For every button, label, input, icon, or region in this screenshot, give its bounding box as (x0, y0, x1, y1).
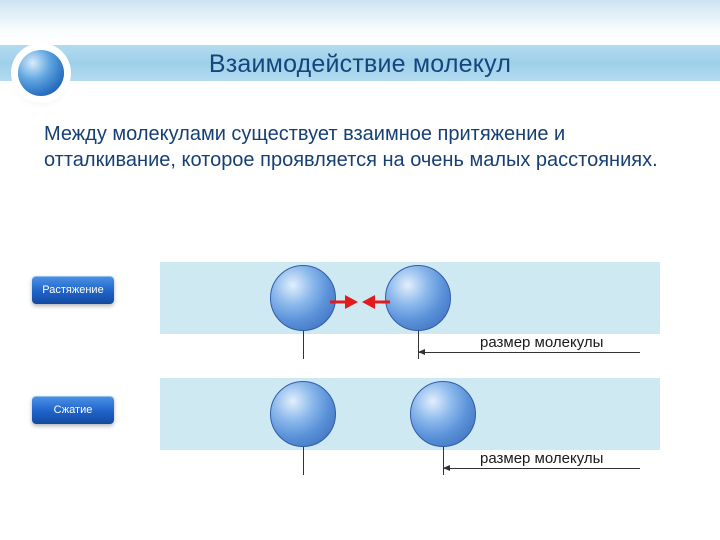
arrow-left-icon (362, 294, 390, 310)
stretch-button[interactable]: Растяжение (32, 276, 114, 304)
page-title: Взаимодействие молекул (0, 50, 720, 79)
intro-text: Между молекулами существует взаимное при… (44, 122, 676, 173)
molecule-right (410, 381, 476, 447)
diagram-row-compress: размер молекулы (160, 378, 660, 450)
dimension-label: размер молекулы (480, 450, 603, 467)
compress-button[interactable]: Сжатие (32, 396, 114, 424)
dimension-label: размер молекулы (480, 334, 603, 351)
arrow-right-icon (330, 294, 358, 310)
molecule-left (270, 381, 336, 447)
molecule-left (270, 265, 336, 331)
molecule-right (385, 265, 451, 331)
diagram-row-stretch: размер молекулы (160, 262, 660, 334)
